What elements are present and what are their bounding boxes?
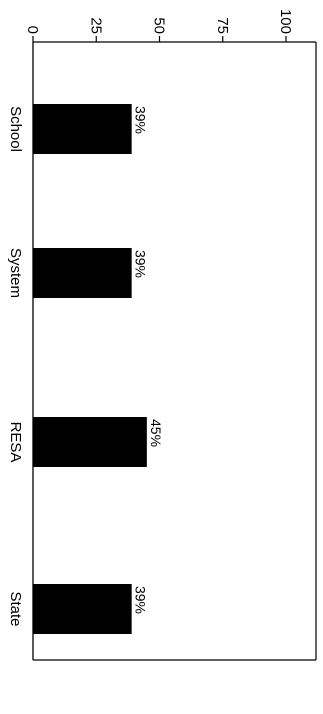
bar [33, 248, 132, 298]
data-label: 45% [148, 419, 164, 447]
data-label: 39% [133, 586, 149, 614]
category-label: School [7, 106, 24, 152]
bar [33, 104, 132, 154]
tick-label: 0 [24, 26, 41, 34]
data-label: 39% [133, 250, 149, 278]
bar [33, 417, 147, 467]
category-label: System [7, 248, 24, 298]
tick-label: 100 [277, 9, 294, 34]
category-label: State [7, 591, 24, 626]
category-label: RESA [7, 422, 24, 463]
bar [33, 584, 132, 634]
tick-label: 50 [151, 17, 168, 34]
tick-label: 75 [214, 17, 231, 34]
plot-area: 0 25 50 75 100 School 39% System 39% RESA 45% State… [7, 9, 317, 661]
data-label: 39% [133, 106, 149, 134]
tick-label: 25 [87, 17, 104, 34]
